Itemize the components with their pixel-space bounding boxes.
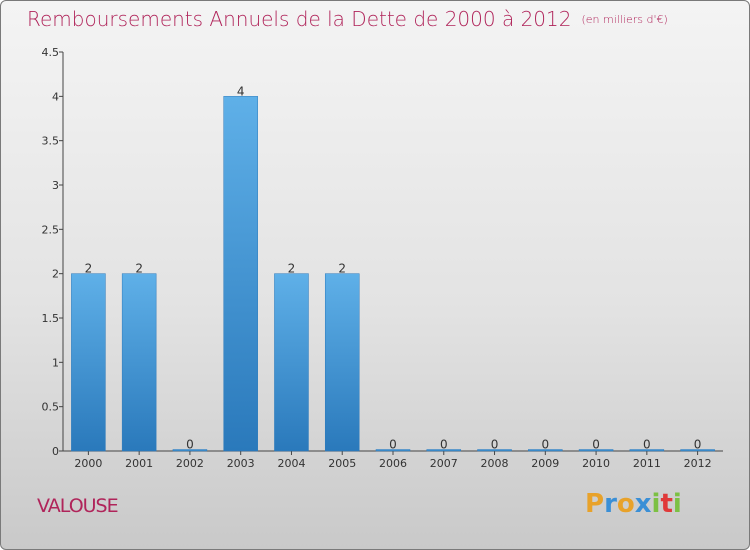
y-tick-label: 1 <box>52 356 59 369</box>
y-tick-label: 0 <box>52 445 59 458</box>
bar-2009 <box>528 449 563 452</box>
chart-unit: (en milliers d'€) <box>581 13 668 26</box>
y-tick-label: 3 <box>52 179 59 192</box>
y-tick-label: 2 <box>52 268 59 281</box>
chart-data-labels: 2 2 0 4 2 2 0 0 0 0 0 0 0 <box>85 84 702 451</box>
x-tick-label: 2000 <box>74 457 102 470</box>
y-tick-label: 2.5 <box>42 223 60 236</box>
bar-2005 <box>324 273 360 452</box>
proxiti-logo: Proxiti <box>585 489 682 519</box>
bar-2001 <box>121 273 157 452</box>
bar-2006 <box>375 449 411 452</box>
x-tick-label: 2004 <box>277 457 305 470</box>
x-tick-label: 2010 <box>582 457 610 470</box>
x-tick-label: 2002 <box>176 457 204 470</box>
data-label-2001: 2 <box>135 262 143 276</box>
x-tick-label: 2008 <box>481 457 509 470</box>
x-tick-label: 2006 <box>379 457 407 470</box>
y-tick-label: 1.5 <box>42 312 60 325</box>
chart-title-text: Remboursements Annuels de la Dette de 20… <box>27 7 572 31</box>
logo-letter: i <box>651 489 661 519</box>
x-tick-label: 2001 <box>125 457 153 470</box>
data-label-2012: 0 <box>694 438 702 452</box>
data-label-2007: 0 <box>440 438 448 452</box>
data-label-2005: 2 <box>338 262 346 276</box>
bar-2002 <box>172 449 208 452</box>
bar-2012 <box>680 449 715 452</box>
bar-2010 <box>578 449 614 452</box>
x-tick-label: 2007 <box>430 457 458 470</box>
data-label-2010: 0 <box>592 438 600 452</box>
bar-2011 <box>629 449 665 452</box>
x-tick-label: 2012 <box>684 457 712 470</box>
logo-letter: r <box>604 489 617 519</box>
logo-letter: o <box>616 489 635 519</box>
x-tick-label: 2005 <box>328 457 356 470</box>
y-tick-label: 0.5 <box>42 401 60 414</box>
logo-letter: P <box>585 489 605 519</box>
y-tick-label: 4 <box>52 90 59 103</box>
logo-letter: i <box>672 489 682 519</box>
data-label-2009: 0 <box>541 438 549 452</box>
y-tick-label: 3.5 <box>42 135 60 148</box>
y-tick-label: 4.5 <box>42 46 60 59</box>
data-label-2008: 0 <box>491 438 499 452</box>
x-tick-label: 2003 <box>227 457 255 470</box>
logo-letter: x <box>634 489 652 519</box>
data-label-2000: 2 <box>85 262 93 276</box>
logo-letter: t <box>660 489 673 519</box>
data-label-2011: 0 <box>643 438 651 452</box>
bar-2003 <box>223 96 258 452</box>
data-label-2006: 0 <box>389 438 397 452</box>
x-tick-label: 2011 <box>633 457 661 470</box>
bar-2000 <box>71 273 106 452</box>
chart-bars <box>71 96 715 452</box>
chart-title: Remboursements Annuels de la Dette de 20… <box>27 7 668 31</box>
commune-name: VALOUSE <box>37 495 119 517</box>
x-tick-label: 2009 <box>531 457 559 470</box>
data-label-2004: 2 <box>288 262 296 276</box>
bar-2004 <box>274 273 309 452</box>
bar-2007 <box>426 449 462 452</box>
bar-2008 <box>477 449 512 452</box>
data-label-2003: 4 <box>237 84 245 98</box>
data-label-2002: 0 <box>186 438 194 452</box>
